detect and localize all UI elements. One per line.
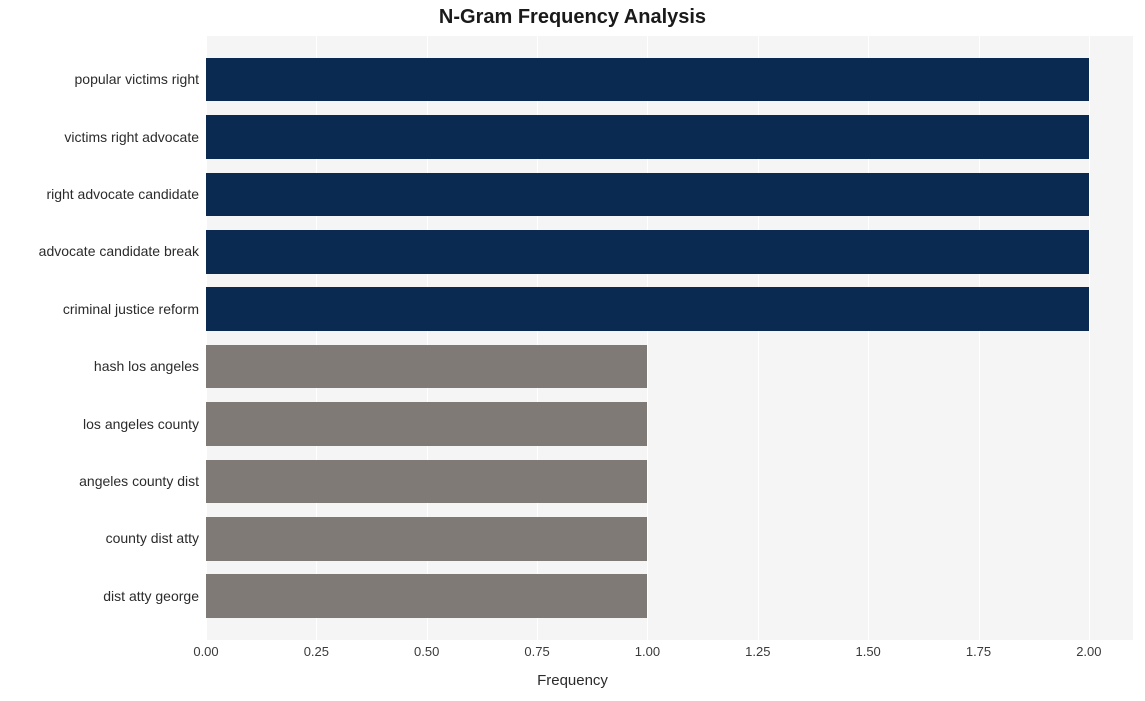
bar — [206, 574, 647, 618]
bar — [206, 230, 1089, 274]
bar — [206, 115, 1089, 159]
x-tick-label: 0.75 — [524, 644, 549, 659]
x-tick-label: 0.25 — [304, 644, 329, 659]
y-tick-label: criminal justice reform — [1, 281, 199, 338]
y-tick-label: hash los angeles — [1, 338, 199, 395]
y-tick-label: dist atty george — [1, 568, 199, 625]
bar — [206, 345, 647, 389]
bar — [206, 402, 647, 446]
x-tick-label: 1.50 — [855, 644, 880, 659]
bar — [206, 173, 1089, 217]
x-tick-label: 0.50 — [414, 644, 439, 659]
plot-area — [206, 36, 1133, 640]
bar — [206, 517, 647, 561]
chart-title: N-Gram Frequency Analysis — [0, 6, 1145, 29]
y-tick-label: victims right advocate — [1, 109, 199, 166]
x-tick-label: 1.75 — [966, 644, 991, 659]
bar — [206, 460, 647, 504]
y-tick-label: right advocate candidate — [1, 166, 199, 223]
bar — [206, 58, 1089, 102]
x-tick-label: 1.00 — [635, 644, 660, 659]
x-axis-label: Frequency — [0, 672, 1145, 689]
bar — [206, 287, 1089, 331]
y-tick-label: advocate candidate break — [1, 223, 199, 280]
x-tick-label: 0.00 — [193, 644, 218, 659]
x-tick-label: 2.00 — [1076, 644, 1101, 659]
chart-container: N-Gram Frequency Analysis popular victim… — [0, 0, 1145, 701]
y-tick-label: los angeles county — [1, 396, 199, 453]
y-tick-label: popular victims right — [1, 51, 199, 108]
y-tick-label: angeles county dist — [1, 453, 199, 510]
y-tick-label: county dist atty — [1, 510, 199, 567]
x-tick-label: 1.25 — [745, 644, 770, 659]
